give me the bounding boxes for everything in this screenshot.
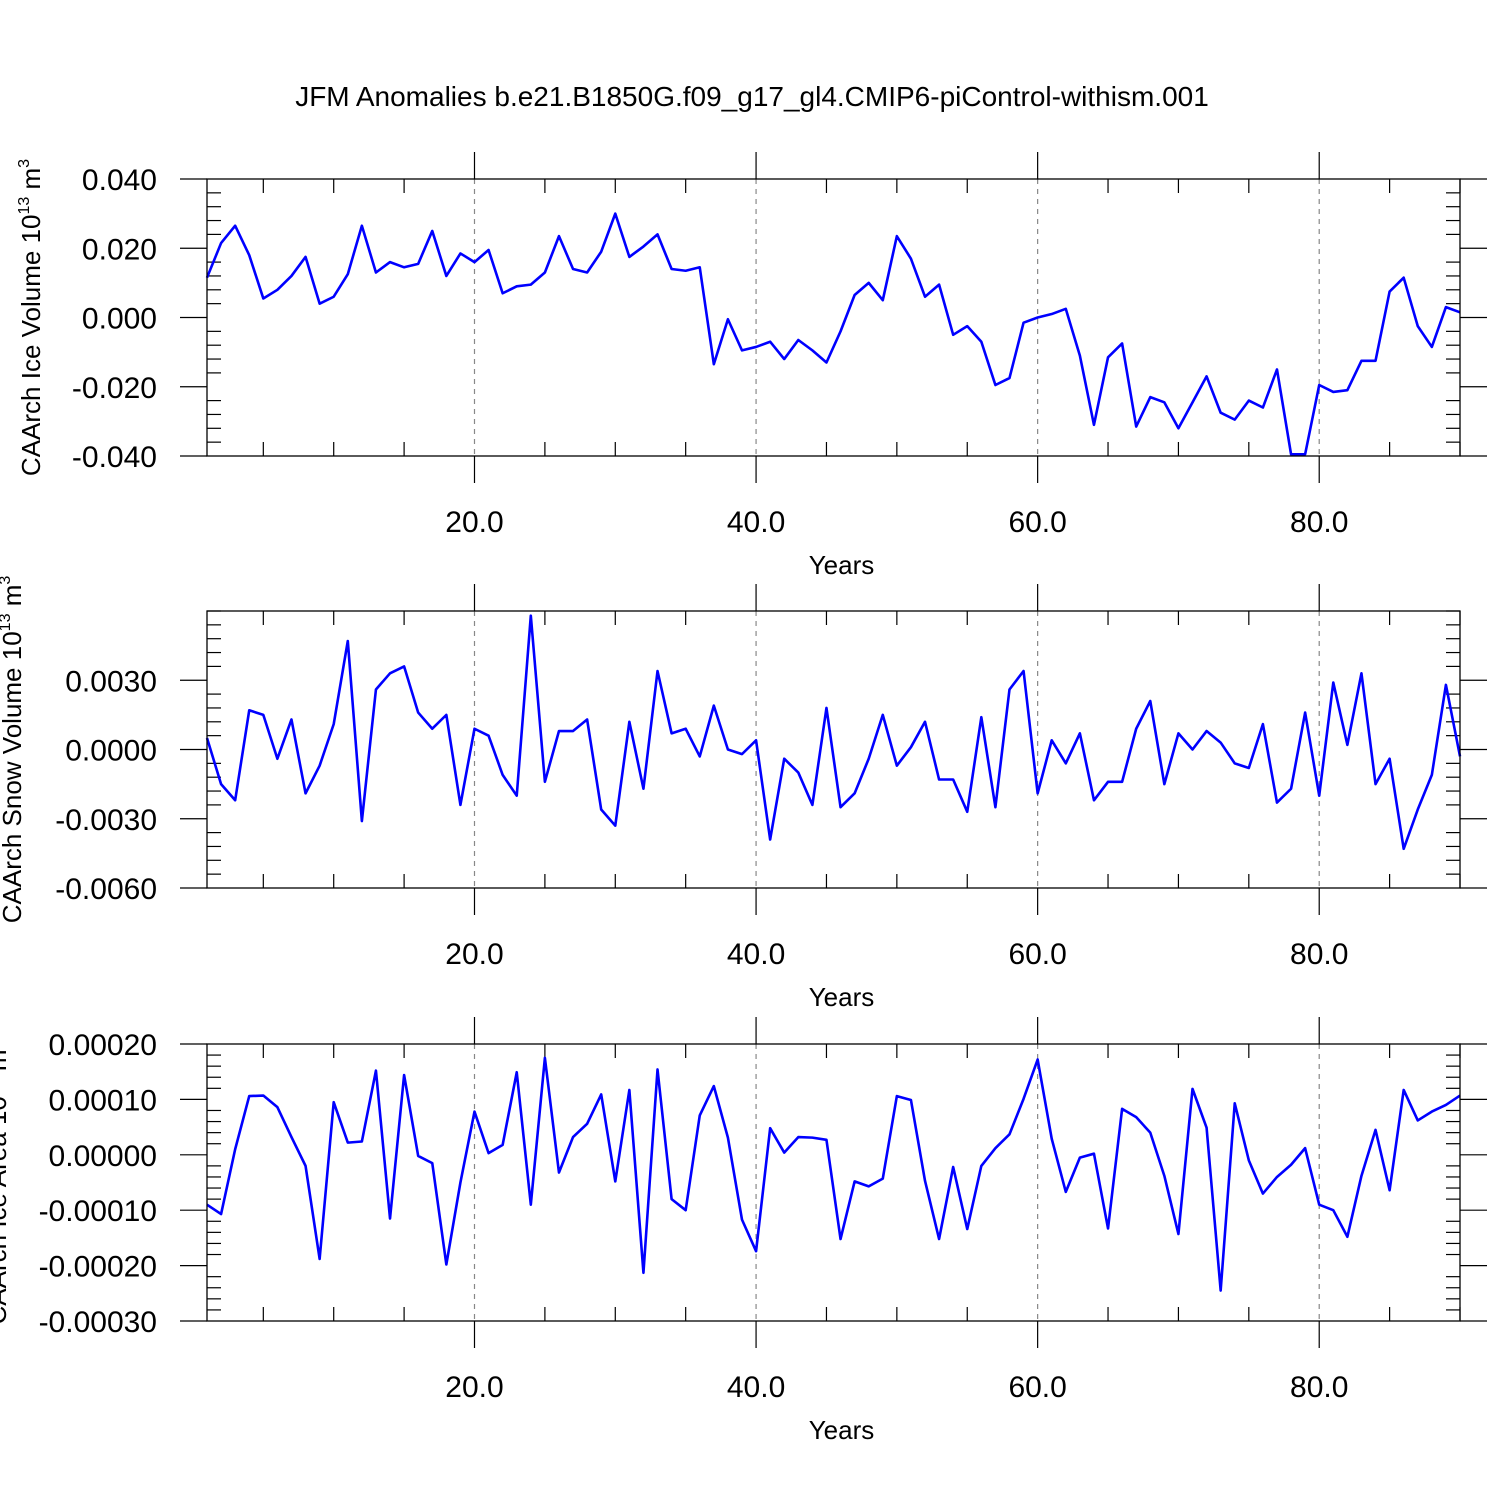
y-tick-label: -0.00030 [39, 1306, 157, 1339]
x-tick-label: 20.0 [445, 938, 503, 971]
y-tick-label: 0.00020 [49, 1029, 157, 1062]
plot-frame [206, 178, 1461, 457]
y-axis-title-unit: m [0, 585, 27, 614]
y-axis-title: CAArch Ice Volume 1013 m3 [16, 159, 46, 476]
y-tick-label: 0.0030 [65, 665, 157, 698]
y-axis-title: CAArch Ice Area 1013 m2 [0, 1040, 12, 1324]
y-axis-title-main: CAArch Snow Volume 10 [0, 631, 27, 923]
figure-title: JFM Anomalies b.e21.B1850G.f09_g17_gl4.C… [295, 81, 1209, 112]
x-tick-label: 60.0 [1008, 506, 1066, 539]
series-line [205, 614, 1462, 851]
series-line [205, 212, 1461, 456]
y-tick-label: -0.0060 [55, 873, 157, 906]
y-tick-label: -0.00010 [39, 1195, 157, 1228]
y-tick-label: -0.020 [72, 372, 157, 405]
y-tick-label: 0.000 [82, 303, 157, 336]
plot-frame [206, 1043, 1461, 1322]
y-axis-title-exponent: 13 [0, 613, 14, 631]
y-axis-title-unit: m [0, 1049, 12, 1078]
x-axis-title: Years [809, 1415, 875, 1445]
y-tick-label: 0.0000 [65, 735, 157, 768]
y-axis-title-unit-exponent: 3 [16, 159, 33, 168]
y-axis-title-unit: m [16, 168, 46, 197]
x-axis-title: Years [809, 550, 875, 580]
plot-frame [206, 610, 1461, 889]
y-tick-label: -0.040 [72, 441, 157, 474]
y-axis-title: CAArch Snow Volume 1013 m3 [0, 576, 27, 924]
panel-3: 20.0 40.0 60.0 80.0 -0.00030 -0.00020 -0.00010… [0, 1017, 1487, 1445]
x-tick-label: 80.0 [1290, 938, 1348, 971]
x-axis-title: Years [809, 982, 875, 1012]
x-tick-label: 60.0 [1008, 1371, 1066, 1404]
panel-1: 20.0 40.0 60.0 80.0 -0.040 -0.020 0.000 0.020 0.… [16, 152, 1487, 580]
y-tick-label: 0.00010 [49, 1084, 157, 1117]
y-axis-title-unit-exponent: 3 [0, 576, 14, 585]
y-axis-title-exponent: 13 [16, 197, 33, 215]
y-axis-title-main: CAArch Ice Area 10 [0, 1096, 12, 1324]
y-tick-label: -0.0030 [55, 804, 157, 837]
y-tick-label: 0.020 [82, 233, 157, 266]
x-tick-label: 40.0 [727, 938, 785, 971]
x-tick-label: 40.0 [727, 506, 785, 539]
panel-2: 20.0 40.0 60.0 80.0 -0.0060 -0.0030 0.0000 0.00… [0, 576, 1487, 1012]
x-tick-label: 20.0 [445, 1371, 503, 1404]
x-tick-label: 20.0 [445, 506, 503, 539]
y-tick-label: 0.00000 [49, 1140, 157, 1173]
x-tick-label: 80.0 [1290, 506, 1348, 539]
x-tick-label: 60.0 [1008, 938, 1066, 971]
y-axis-title-main: CAArch Ice Volume 10 [16, 215, 46, 477]
x-tick-label: 40.0 [727, 1371, 785, 1404]
x-tick-label: 80.0 [1290, 1371, 1348, 1404]
series-line [206, 1056, 1461, 1292]
y-tick-label: 0.040 [82, 164, 157, 197]
y-tick-label: -0.00020 [39, 1251, 157, 1284]
